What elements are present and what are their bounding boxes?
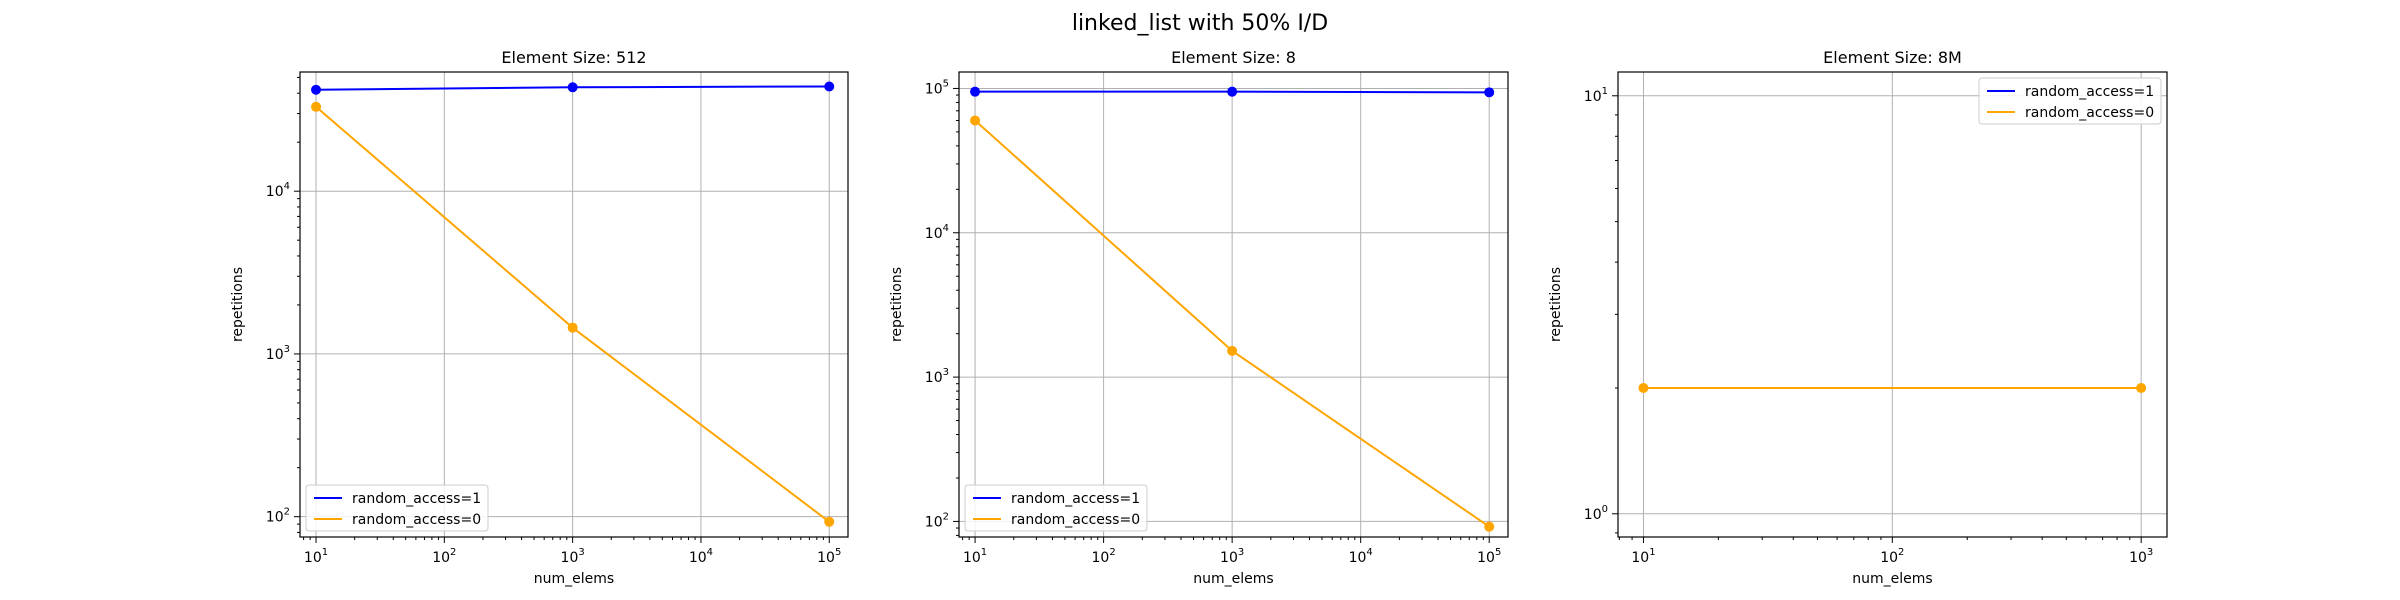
subplot-1: 101 102 103 104 105 102 103 104 Element Size: 51… [230, 48, 849, 587]
legend: random_access=1 random_access=0 [964, 484, 1148, 532]
x-axis-label: num_elems [1852, 571, 1932, 587]
y-axis-label: repetitions [230, 267, 246, 342]
subplot-title: Element Size: 512 [501, 48, 646, 67]
data-point-random_access=1 [1227, 86, 1238, 97]
legend: random_access=1 random_access=0 [1978, 77, 2162, 125]
y-tick-label: 100 [1584, 504, 1608, 523]
subplot-title: Element Size: 8M [1823, 48, 1962, 67]
data-point-random_access=0 [1227, 345, 1238, 356]
subplot-title: Element Size: 8 [1171, 48, 1296, 67]
x-axis-label: num_elems [1193, 571, 1273, 587]
x-tick-label: 102 [432, 547, 456, 566]
axes-frame [958, 71, 1509, 538]
x-tick-label: 101 [1631, 547, 1655, 566]
x-axis-label: num_elems [534, 571, 614, 587]
data-point-random_access=1 [311, 84, 322, 95]
y-tick-label: 103 [925, 367, 949, 386]
y-tick-label: 104 [266, 181, 290, 200]
subplot-3: 101 102 103 100 101 Element Size: 8M num_elems… [1548, 48, 2168, 587]
data-point-random_access=0 [311, 101, 322, 112]
x-tick-label: 104 [689, 547, 713, 566]
legend-label: random_access=1 [1011, 491, 1140, 507]
legend-box [305, 484, 489, 532]
data-point-random_access=0 [567, 322, 578, 333]
data-point-random_access=0 [824, 516, 835, 527]
y-axis-label: repetitions [1548, 267, 1564, 342]
x-tick-label: 103 [561, 547, 585, 566]
x-tick-label: 105 [817, 547, 841, 566]
data-point-random_access=0 [1484, 521, 1495, 532]
legend-box [1978, 77, 2162, 125]
x-tick-label: 102 [1091, 547, 1115, 566]
y-tick-label: 104 [925, 223, 949, 242]
axes-frame [1617, 71, 2168, 538]
data-point-random_access=0 [2136, 382, 2147, 393]
x-tick-label: 104 [1349, 547, 1373, 566]
x-tick-label: 101 [963, 547, 987, 566]
y-tick-label: 105 [925, 78, 949, 97]
y-tick-label: 101 [1584, 86, 1608, 105]
subplot-2: 101 102 103 104 105 102 103 104 105 Element Size:… [889, 48, 1509, 587]
x-tick-label: 103 [2129, 547, 2153, 566]
y-axis-label: repetitions [889, 267, 905, 342]
figure-suptitle: linked_list with 50% I/D [1072, 11, 1328, 36]
data-point-random_access=1 [970, 86, 981, 97]
legend: random_access=1 random_access=0 [305, 484, 489, 532]
x-tick-label: 103 [1220, 547, 1244, 566]
data-point-random_access=1 [824, 81, 835, 92]
legend-box [964, 484, 1148, 532]
y-tick-label: 102 [925, 511, 949, 530]
data-point-random_access=1 [1484, 87, 1495, 98]
subplot-panels: 101 102 103 104 105 102 103 104 Element Size: 51… [230, 48, 2168, 587]
axes-frame [299, 71, 849, 538]
legend-label: random_access=1 [2025, 84, 2154, 100]
x-tick-label: 105 [1477, 547, 1501, 566]
legend-label: random_access=0 [1011, 512, 1140, 528]
data-point-random_access=1 [567, 82, 578, 93]
data-point-random_access=0 [1638, 382, 1649, 393]
y-tick-label: 102 [266, 507, 290, 526]
x-tick-label: 101 [304, 547, 328, 566]
legend-label: random_access=1 [352, 491, 481, 507]
legend-label: random_access=0 [352, 512, 481, 528]
legend-label: random_access=0 [2025, 105, 2154, 121]
data-point-random_access=0 [970, 115, 981, 126]
y-tick-label: 103 [266, 344, 290, 363]
x-tick-label: 102 [1880, 547, 1904, 566]
